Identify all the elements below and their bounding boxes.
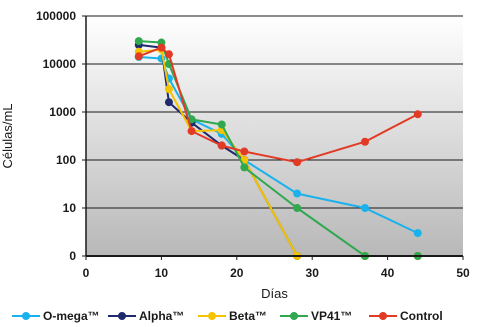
data-point-o-mega (413, 229, 422, 238)
series-control (134, 43, 422, 167)
x-tick-label: 30 (306, 266, 320, 280)
data-point-control (134, 52, 143, 61)
x-tick-label: 50 (456, 266, 470, 280)
data-point-control (164, 50, 173, 59)
legend-item-alpha: Alpha™ (108, 309, 184, 323)
legend-swatch-marker (379, 312, 387, 320)
legend-label: Control (400, 309, 443, 323)
y-tick-label: 0 (69, 249, 76, 263)
data-point-control (217, 141, 226, 150)
x-tick-label: 0 (83, 266, 90, 280)
y-tick-label: 100000 (36, 9, 76, 23)
y-axis-title: Células/mL (0, 103, 15, 168)
legend-swatch-marker (290, 312, 298, 320)
data-point-vp41 (293, 204, 302, 212)
legend-label: VP41™ (311, 309, 352, 323)
data-point-o-mega (360, 204, 369, 212)
data-point-vp41 (134, 37, 143, 46)
legend-label: O-mega™ (43, 309, 100, 323)
data-point-beta (164, 85, 173, 94)
x-tick-label: 20 (230, 266, 244, 280)
y-tick-label: 100 (56, 153, 76, 167)
data-point-o-mega (293, 189, 302, 198)
axes (82, 15, 464, 260)
y-tick-label: 1000 (49, 105, 76, 119)
gridlines (86, 15, 463, 209)
legend-item-vp41: VP41™ (280, 309, 352, 323)
legend-item-control: Control (369, 309, 443, 323)
data-point-control (157, 43, 166, 52)
legend-label: Beta™ (229, 309, 267, 323)
legend-label: Alpha™ (139, 309, 184, 323)
data-point-vp41 (217, 120, 226, 129)
data-point-control (240, 147, 249, 156)
data-point-alpha (164, 98, 173, 107)
data-point-control (413, 110, 422, 119)
tick-labels: 0 10 20 30 40 50 0 10 100 1000 10000 100000 (36, 9, 470, 280)
legend-item-o-mega: O-mega™ (12, 309, 100, 323)
legend-swatch-marker (118, 312, 126, 320)
data-point-control (187, 127, 196, 136)
data-point-control (360, 137, 369, 146)
data-point-vp41 (240, 163, 249, 172)
legend-swatch-marker (208, 312, 216, 320)
x-tick-label: 40 (381, 266, 395, 280)
legend-swatch-marker (22, 312, 30, 320)
x-tick-label: 10 (155, 266, 169, 280)
legend-item-beta: Beta™ (198, 309, 267, 323)
data-point-control (293, 158, 302, 167)
x-axis-title: Días (261, 286, 288, 301)
legend: O-mega™ Alpha™ Beta™ VP41™ Control (12, 309, 443, 323)
y-tick-label: 10 (63, 201, 77, 215)
y-tick-label: 10000 (43, 57, 77, 71)
